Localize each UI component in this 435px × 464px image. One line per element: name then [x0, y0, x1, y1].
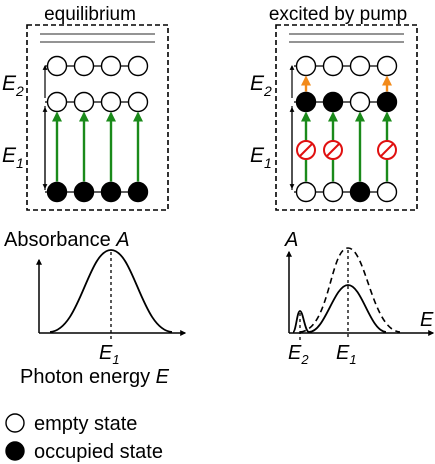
left-transition-arrows	[51, 111, 144, 182]
legend-occupied-state-icon	[5, 441, 25, 461]
left-peak-label: E1	[99, 342, 120, 367]
left-energy-levels	[45, 55, 149, 203]
left-middle-state-3-empty	[100, 91, 122, 113]
right-bottom-state-2-empty	[322, 181, 344, 203]
right-blocked-slash-2	[325, 142, 341, 158]
right-e2-peak-label: E2	[288, 342, 309, 367]
left-bottom-state-4-occupied	[127, 181, 149, 203]
left-e2-label: E2	[2, 72, 24, 99]
right-middle-state-4-occupied	[376, 91, 398, 113]
right-blocked-slash-1	[298, 142, 314, 158]
left-middle-state-1-empty	[46, 91, 68, 113]
left-bottom-state-2-occupied	[73, 181, 95, 203]
right-blocked-slash-4	[379, 142, 395, 158]
left-bottom-state-1-occupied	[46, 181, 68, 203]
right-middle-state-1-occupied	[295, 91, 317, 113]
left-middle-state-4-empty	[127, 91, 149, 113]
left-absorbance-curve	[49, 249, 173, 333]
right-e1-label: E1	[250, 144, 272, 171]
left-bottom-state-3-occupied	[100, 181, 122, 203]
left-spectrum-ylabel: Absorbance A	[4, 229, 130, 251]
left-top-state-2-empty	[73, 55, 95, 77]
legend-empty-state-icon	[5, 413, 25, 433]
left-e1-label: E1	[2, 144, 24, 171]
left-panel-frame	[26, 24, 169, 211]
left-top-state-3-empty	[100, 55, 122, 77]
left-reservoir-lines	[40, 33, 155, 43]
right-spectrum-ylabel: A	[284, 229, 298, 251]
legend-occupied-state-label: occupied state	[34, 441, 163, 463]
left-top-state-4-empty	[127, 55, 149, 77]
right-top-state-2-empty	[322, 55, 344, 77]
right-middle-state-3-empty	[349, 91, 371, 113]
right-e2-label: E2	[250, 72, 272, 99]
right-transition-arrows	[296, 75, 397, 182]
right-energy-levels	[294, 55, 398, 203]
legend-empty-state-label: empty state	[34, 413, 137, 435]
right-panel-title: excited by pump	[269, 4, 407, 25]
right-e1-peak-label: E1	[336, 342, 357, 367]
right-panel-frame	[275, 24, 418, 211]
right-top-state-4-empty	[376, 55, 398, 77]
left-panel-title: equilibrium	[44, 4, 136, 25]
left-spectrum-xlabel: Photon energy E	[20, 366, 170, 388]
right-middle-state-2-occupied	[322, 91, 344, 113]
right-bottom-state-4-empty	[376, 181, 398, 203]
right-bottom-state-1-empty	[295, 181, 317, 203]
right-spectrum-xlabel: E	[420, 309, 434, 331]
left-top-state-1-empty	[46, 55, 68, 77]
right-equilibrium-curve-dashed	[299, 247, 401, 333]
right-reservoir-lines	[289, 33, 404, 43]
left-middle-state-2-empty	[73, 91, 95, 113]
right-top-state-3-empty	[349, 55, 371, 77]
right-top-state-1-empty	[295, 55, 317, 77]
right-bottom-state-3-occupied	[349, 181, 371, 203]
right-pumped-curve	[292, 284, 387, 333]
